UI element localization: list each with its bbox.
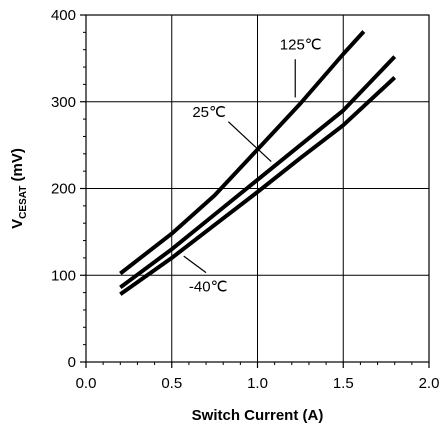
y-axis-title-unit: (mV) (9, 148, 26, 186)
series-label-2: -40℃ (189, 279, 228, 296)
series-line-0 (119, 30, 366, 276)
y-axis-title-main: V (9, 219, 26, 229)
x-axis-title: Switch Current (A) (192, 407, 324, 424)
x-tick-label: 0.0 (76, 375, 97, 392)
x-tick-label: 2.0 (419, 375, 440, 392)
annotation-leader-2 (183, 255, 207, 274)
x-tick-label: 0.5 (161, 375, 182, 392)
y-tick-label: 200 (51, 181, 76, 198)
y-tick-label: 0 (68, 354, 76, 371)
annotation-leader-1 (227, 121, 272, 163)
x-tick-label: 1.0 (247, 375, 268, 392)
plot-frame (85, 14, 430, 363)
y-tick-label: 300 (51, 94, 76, 111)
annotations: 125℃ 25℃ -40℃ (183, 36, 322, 296)
y-axis-title-sub: CESAT (18, 186, 29, 219)
x-tick-label: 1.5 (333, 375, 354, 392)
y-tick-label: 100 (51, 267, 76, 284)
y-axis-title: VCESAT (mV) (9, 148, 29, 229)
series-line-1 (119, 55, 397, 290)
series-line-2 (119, 76, 397, 296)
ticks: 0.0 0.5 1.0 1.5 2.0 0 100 200 300 400 (51, 7, 439, 392)
series-label-1: 25℃ (192, 104, 226, 121)
series-label-0: 125℃ (280, 36, 322, 53)
grid (86, 15, 429, 362)
y-tick-label: 400 (51, 7, 76, 24)
